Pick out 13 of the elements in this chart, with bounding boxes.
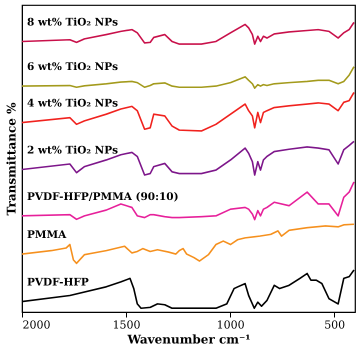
x-axis-title: Wavenumber cm⁻¹ <box>126 332 251 346</box>
x-tick-label: 2000 <box>22 318 50 332</box>
series-label: PVDF-HFP/PMMA (90:10) <box>27 190 179 203</box>
series-label: PVDF-HFP <box>27 276 89 289</box>
series-label: 4 wt% TiO₂ NPs <box>27 98 118 110</box>
x-tick-label: 1500 <box>112 318 141 332</box>
series-label: PMMA <box>27 229 68 242</box>
y-axis-title: Transmittance % <box>4 102 18 216</box>
series-label: 6 wt% TiO₂ NPs <box>27 61 118 74</box>
x-tick-label: 500 <box>324 318 346 332</box>
x-tick-label: 1000 <box>216 318 245 332</box>
series-label: 8 wt% TiO₂ NPs <box>27 16 118 28</box>
series-label: 2 wt% TiO₂ NPs <box>27 144 118 157</box>
